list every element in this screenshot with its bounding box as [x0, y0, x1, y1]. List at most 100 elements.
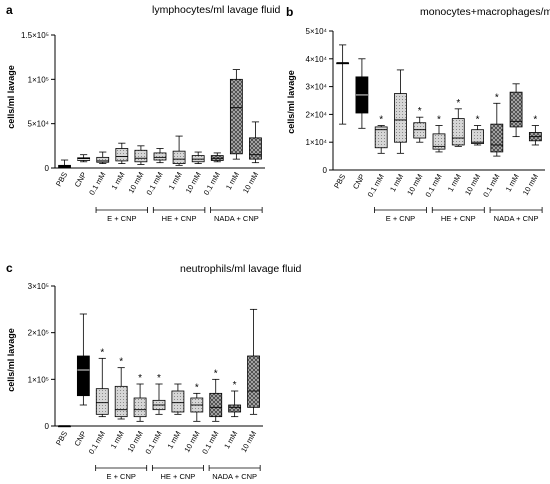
panel-letter: b [286, 5, 293, 19]
y-tick-label: 4×10⁴ [306, 55, 328, 64]
box-2 [96, 151, 110, 164]
significance-star: * [119, 357, 123, 368]
box-8: * [209, 368, 223, 422]
box-iqr [471, 129, 484, 144]
box-iqr [413, 122, 427, 139]
group-bracket: NADA + CNP [210, 207, 263, 223]
group-bracket: E + CNP [95, 465, 148, 481]
significance-star: * [214, 368, 218, 379]
box-iqr [394, 93, 407, 143]
box-5 [153, 148, 167, 164]
box-9: * [228, 380, 242, 418]
x-tick-label: 0.1 mM [481, 173, 501, 199]
x-tick-label: PBS [54, 430, 69, 448]
group-bracket: HE + CNP [431, 207, 485, 223]
x-tick-label: 0.1 mM [423, 173, 443, 199]
box-iqr [249, 137, 262, 160]
group-bracket: E + CNP [95, 207, 148, 223]
group-bracket: NADA + CNP [489, 207, 543, 223]
x-tick-label: 10 mM [239, 430, 258, 454]
y-axis-label: cells/ml lavage [6, 328, 16, 392]
significance-star: * [138, 373, 142, 384]
chart-title: lymphocytes/ml lavage fluid [152, 4, 281, 16]
box-8 [210, 152, 224, 163]
group-label: NADA + CNP [214, 214, 259, 223]
box-iqr [134, 149, 148, 163]
box-iqr [171, 390, 185, 413]
box-5: * [432, 115, 446, 153]
box-6 [171, 383, 185, 415]
panel-a: a lymphocytes/ml lavage fluid cells/ml lav… [6, 3, 281, 223]
y-tick-label: 0 [45, 422, 50, 431]
box-4 [134, 145, 148, 165]
x-tick-label: 10 mM [463, 173, 482, 197]
significance-star: * [533, 115, 537, 126]
box-7: * [471, 115, 484, 146]
group-bracket: HE + CNP [151, 465, 204, 481]
x-tick-label: 0.1 mM [202, 171, 222, 197]
x-tick-label: 10 mM [405, 173, 424, 197]
x-tick-label: 0.1 mM [143, 430, 163, 456]
x-tick-label: PBS [332, 173, 347, 191]
group-label: NADA + CNP [494, 214, 539, 223]
box-iqr [95, 388, 109, 415]
box-iqr [247, 355, 260, 408]
x-tick-label: CNP [73, 171, 89, 189]
y-tick-label: 0 [323, 166, 328, 175]
box-7 [191, 151, 205, 164]
group-bracket: NADA + CNP [208, 465, 261, 481]
box-1 [76, 313, 90, 406]
box-iqr [96, 156, 110, 163]
panel-letter: a [6, 3, 13, 17]
y-tick-label: 1×10⁴ [306, 138, 328, 147]
panel-c: c neutrophils/ml lavage fluid cells/ml lav… [6, 261, 302, 481]
box-0 [58, 425, 71, 428]
box-iqr [490, 123, 504, 153]
significance-star: * [195, 382, 199, 393]
panel-letter: c [6, 261, 13, 275]
box-9 [229, 69, 243, 160]
box-2: * [374, 115, 388, 154]
box-iqr [432, 133, 446, 150]
x-tick-label: CNP [72, 430, 88, 448]
x-tick-label: PBS [54, 171, 69, 189]
x-tick-label: 10 mM [182, 430, 201, 454]
group-label: E + CNP [107, 214, 136, 223]
box-10 [249, 121, 262, 164]
box-2: * [95, 347, 109, 418]
box-iqr [374, 126, 388, 149]
group-label: HE + CNP [162, 214, 197, 223]
box-10 [247, 308, 260, 415]
box-iqr [76, 355, 90, 397]
x-tick-label: 1 mM [222, 430, 239, 451]
box-4: * [413, 106, 427, 143]
significance-star: * [495, 92, 499, 103]
box-iqr [114, 385, 128, 418]
y-tick-label: 2×10⁴ [306, 110, 328, 119]
group-label: NADA + CNP [212, 472, 257, 481]
significance-star: * [437, 115, 441, 126]
box-iqr [228, 404, 242, 413]
y-tick-label: 2×10⁵ [28, 329, 49, 338]
box-3: * [114, 357, 128, 420]
box-7: * [190, 382, 204, 422]
box-5: * [152, 373, 166, 415]
y-axis-label: cells/ml lavage [6, 65, 16, 129]
group-label: E + CNP [386, 214, 415, 223]
x-tick-label: 0.1 mM [366, 173, 386, 199]
box-iqr [509, 91, 523, 128]
y-tick-label: 1×10⁵ [28, 375, 49, 384]
y-tick-label: 5×10⁴ [306, 27, 328, 36]
box-iqr [133, 397, 147, 418]
x-tick-label: 1 mM [109, 430, 126, 451]
x-tick-label: 0.1 mM [87, 430, 107, 456]
box-iqr [153, 152, 167, 161]
box-iqr [451, 118, 465, 146]
group-label: HE + CNP [161, 472, 196, 481]
y-tick-label: 1.5×10⁵ [21, 31, 49, 40]
box-9 [509, 83, 523, 138]
significance-star: * [157, 373, 161, 384]
x-tick-label: 1 mM [388, 173, 405, 194]
x-tick-label: 1 mM [165, 430, 182, 451]
